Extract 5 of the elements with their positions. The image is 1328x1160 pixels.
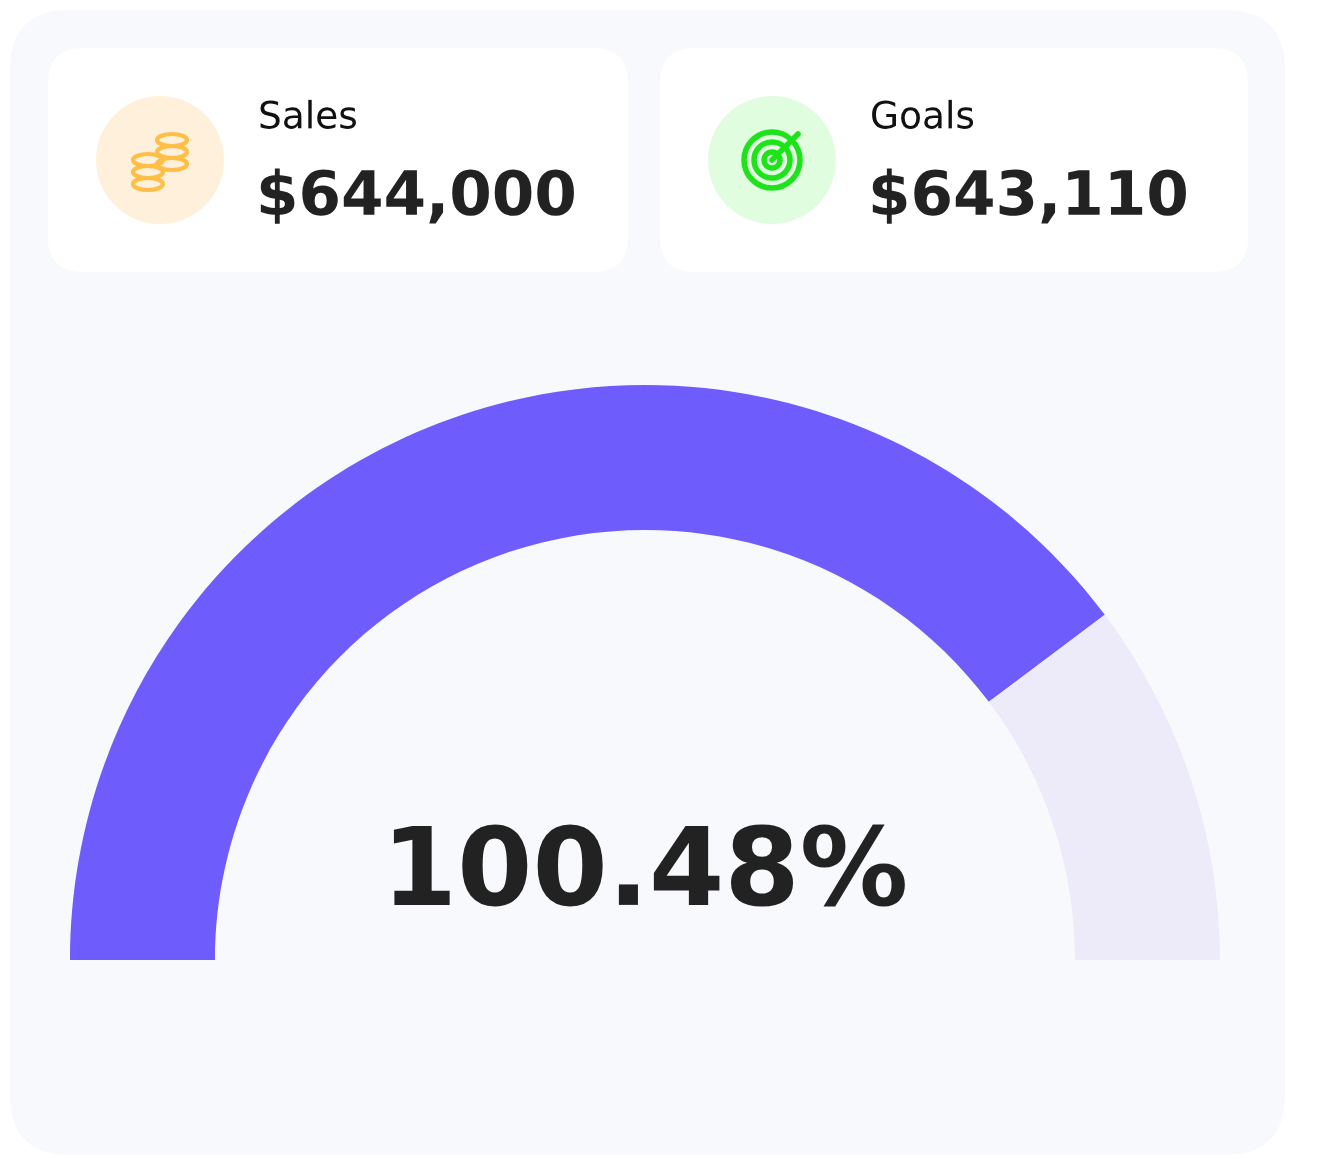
text: Sales <box>260 99 356 129</box>
text: $644,000 <box>260 168 574 224</box>
text: $643,110 <box>872 168 1186 224</box>
text: 100.48% <box>393 824 905 907</box>
text: Goals <box>872 99 974 129</box>
